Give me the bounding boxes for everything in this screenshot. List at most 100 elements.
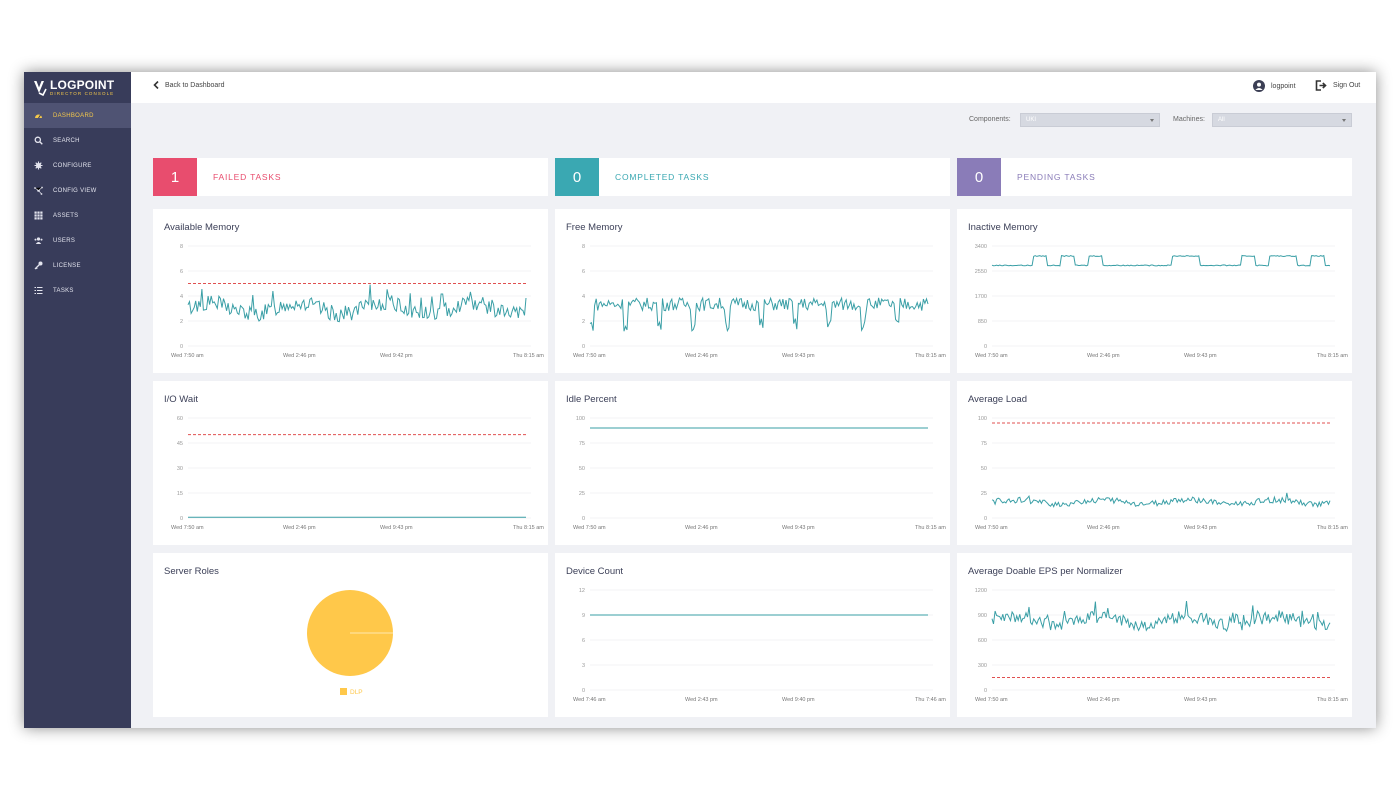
pending-tasks-card[interactable]: 0 PENDING TASKS — [957, 158, 1352, 196]
chart-canvas: 100 75 50 25 0 Wed 7:50 am Wed 2:46 pm Wed 9:43… — [975, 416, 1348, 531]
search-icon — [34, 136, 43, 145]
series-line[interactable] — [187, 284, 527, 323]
sidebar-item-users[interactable]: USERS — [24, 228, 131, 253]
grid-icon — [34, 211, 43, 220]
widget-inactive-memory[interactable]: Inactive Memory 3400 2550 1700 850 0 Wed 7:50 … — [957, 209, 1352, 373]
failed-tasks-card[interactable]: 1 FAILED TASKS — [153, 158, 548, 196]
series-line[interactable] — [991, 254, 1331, 267]
components-label: Components: — [969, 116, 1011, 123]
back-to-dashboard-link[interactable]: Back to Dashboard — [153, 81, 225, 89]
x-tick-label: Wed 7:50 am — [975, 525, 1008, 531]
sidebar-item-label: SEARCH — [53, 137, 80, 144]
sidebar-item-label: DASHBOARD — [53, 112, 94, 119]
components-value: UKI — [1026, 117, 1037, 123]
sidebar: LOGPOINT DIRECTOR CONSOLE DASHBOARD SEARC… — [24, 72, 131, 728]
completed-tasks-label: COMPLETED TASKS — [615, 172, 710, 182]
chart-canvas: 12 9 6 3 0 Wed 7:46 am Wed 2:43 pm Wed 9:40 pm T… — [573, 588, 946, 703]
top-bar: Back to Dashboard logpoint Sign Out — [131, 72, 1376, 103]
widget-title: Server Roles — [164, 566, 219, 577]
widget-average-load[interactable]: Average Load 100 75 50 25 0 Wed 7:50 am Wed 2:4… — [957, 381, 1352, 545]
x-tick-label: Wed 9:42 pm — [380, 353, 413, 359]
logo-subtitle: DIRECTOR CONSOLE — [50, 91, 115, 96]
x-tick-label: Wed 9:43 pm — [782, 525, 815, 531]
y-tick-label: 0 — [984, 516, 987, 522]
widget-title: Average Load — [968, 394, 1027, 405]
logo[interactable]: LOGPOINT DIRECTOR CONSOLE — [24, 72, 131, 103]
x-tick-label: Wed 7:50 am — [171, 353, 204, 359]
y-tick-label: 0 — [180, 344, 183, 350]
series-line[interactable] — [991, 492, 1331, 509]
x-tick-label: Wed 2:46 pm — [1087, 353, 1120, 359]
chart-canvas: 8 6 4 2 0 Wed 7:50 am Wed 2:46 pm Wed 9:43 pm Th… — [573, 244, 946, 359]
y-tick-label: 100 — [978, 416, 987, 422]
sidebar-item-configure[interactable]: CONFIGURE — [24, 153, 131, 178]
chevron-down-icon — [1150, 119, 1154, 122]
sidebar-item-license[interactable]: LICENSE — [24, 253, 131, 278]
legend-label[interactable]: DLP — [350, 689, 363, 696]
y-tick-label: 75 — [579, 441, 585, 447]
user-icon — [1253, 80, 1265, 92]
machines-value: All — [1218, 117, 1225, 123]
series-line[interactable] — [991, 600, 1331, 633]
sidebar-item-tasks[interactable]: TASKS — [24, 278, 131, 303]
y-tick-label: 8 — [180, 244, 183, 250]
chart-canvas: 100 75 50 25 0 Wed 7:50 am Wed 2:46 pm Wed 9:43… — [573, 416, 946, 531]
sidebar-item-search[interactable]: SEARCH — [24, 128, 131, 153]
failed-tasks-label: FAILED TASKS — [213, 172, 282, 182]
y-tick-label: 600 — [978, 638, 987, 644]
widget-title: Available Memory — [164, 222, 240, 233]
sidebar-item-label: CONFIGURE — [53, 162, 92, 169]
widget-title: Device Count — [566, 566, 624, 577]
pending-tasks-count: 0 — [957, 158, 1001, 196]
widget-i-o-wait[interactable]: I/O Wait 60 45 30 15 0 Wed 7:50 am Wed 2:46 pm W… — [153, 381, 548, 545]
sign-out-label: Sign Out — [1333, 82, 1361, 89]
logo-brand: LOGPOINT — [50, 78, 115, 92]
widget-server-roles[interactable]: Server Roles DLP — [153, 553, 548, 717]
widget-average-doable-eps-per-normalizer[interactable]: Average Doable EPS per Normalizer 1200 900… — [957, 553, 1352, 717]
x-tick-label: Wed 2:46 pm — [685, 525, 718, 531]
app-window: LOGPOINT DIRECTOR CONSOLE DASHBOARD SEARC… — [24, 72, 1376, 728]
chart-canvas: 8 6 4 2 0 Wed 7:50 am Wed 2:46 pm Wed 9:42 pm Th… — [171, 244, 544, 359]
sidebar-item-assets[interactable]: ASSETS — [24, 203, 131, 228]
y-tick-label: 0 — [180, 516, 183, 522]
sidebar-item-config-view[interactable]: CONFIG VIEW — [24, 178, 131, 203]
widget-available-memory[interactable]: Available Memory 8 6 4 2 0 Wed 7:50 am Wed 2:46… — [153, 209, 548, 373]
sign-out-button[interactable]: Sign Out — [1315, 80, 1360, 91]
y-tick-label: 25 — [579, 491, 585, 497]
widget-title: Idle Percent — [566, 394, 617, 405]
sidebar-item-dashboard[interactable]: DASHBOARD — [24, 103, 131, 128]
x-tick-label: Wed 9:43 pm — [1184, 697, 1217, 703]
x-tick-label: Wed 2:46 pm — [283, 525, 316, 531]
completed-tasks-count: 0 — [555, 158, 599, 196]
y-tick-label: 2550 — [975, 269, 987, 275]
y-tick-label: 1700 — [975, 294, 987, 300]
y-tick-label: 0 — [984, 344, 987, 350]
y-tick-label: 0 — [984, 688, 987, 694]
components-select[interactable]: UKI — [1020, 113, 1160, 127]
x-tick-label: Thu 8:15 am — [513, 353, 544, 359]
legend-swatch — [340, 688, 347, 695]
x-tick-label: Wed 2:46 pm — [1087, 697, 1120, 703]
y-tick-label: 0 — [582, 516, 585, 522]
back-label: Back to Dashboard — [165, 81, 225, 89]
y-tick-label: 50 — [579, 466, 585, 472]
x-tick-label: Thu 8:15 am — [513, 525, 544, 531]
chart-canvas: 1200 900 600 300 0 Wed 7:50 am Wed 2:46 pm Wed … — [975, 588, 1349, 703]
sidebar-item-label: TASKS — [53, 287, 74, 294]
machines-select[interactable]: All — [1212, 113, 1352, 127]
completed-tasks-card[interactable]: 0 COMPLETED TASKS — [555, 158, 950, 196]
network-icon — [34, 186, 43, 195]
widget-free-memory[interactable]: Free Memory 8 6 4 2 0 Wed 7:50 am Wed 2:46 pm We… — [555, 209, 950, 373]
widget-title: Average Doable EPS per Normalizer — [968, 566, 1123, 577]
x-tick-label: Thu 8:15 am — [1317, 697, 1348, 703]
y-tick-label: 60 — [177, 416, 183, 422]
x-tick-label: Wed 9:43 pm — [1184, 525, 1217, 531]
y-tick-label: 2 — [180, 319, 183, 325]
widget-idle-percent[interactable]: Idle Percent 100 75 50 25 0 Wed 7:50 am Wed 2:4… — [555, 381, 950, 545]
widget-device-count[interactable]: Device Count 12 9 6 3 0 Wed 7:46 am Wed 2:43 pm… — [555, 553, 950, 717]
y-tick-label: 900 — [978, 613, 987, 619]
user-menu[interactable]: logpoint — [1253, 80, 1296, 92]
series-line[interactable] — [589, 296, 929, 333]
x-tick-label: Thu 8:15 am — [915, 525, 946, 531]
y-tick-label: 50 — [981, 466, 987, 472]
